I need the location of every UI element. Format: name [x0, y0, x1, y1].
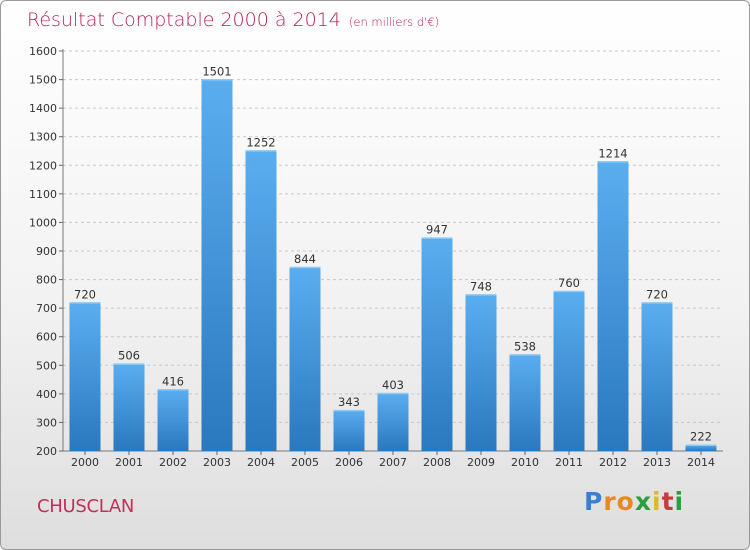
data-label: 1501 [202, 64, 231, 78]
logo-letter: t [661, 487, 675, 516]
proxiti-logo: Proxiti [584, 487, 684, 516]
bar [113, 363, 145, 451]
x-tick-label: 2000 [71, 456, 99, 469]
data-label: 760 [558, 276, 580, 290]
x-tick-label: 2003 [203, 456, 231, 469]
x-tick-label: 2004 [247, 456, 275, 469]
y-tick-label: 200 [36, 445, 57, 458]
bar [157, 389, 189, 451]
x-tick-label: 2010 [511, 456, 539, 469]
data-label: 1252 [246, 135, 275, 149]
x-tick-label: 2005 [291, 456, 319, 469]
bar [421, 237, 453, 451]
logo-letter: P [584, 487, 604, 516]
chart-title-text: Résultat Comptable 2000 à 2014 [27, 9, 341, 31]
y-tick-label: 1500 [29, 74, 57, 87]
y-tick-label: 1000 [29, 216, 57, 229]
data-label: 748 [470, 279, 492, 293]
logo-letter: i [674, 487, 685, 516]
logo-letter: r [603, 487, 617, 516]
x-tick-label: 2013 [643, 456, 671, 469]
bar [289, 267, 321, 451]
data-label: 343 [338, 395, 360, 409]
chart-title: Résultat Comptable 2000 à 2014 (en millie… [27, 9, 439, 31]
x-tick-label: 2009 [467, 456, 495, 469]
data-label: 720 [646, 287, 668, 301]
y-tick-label: 1100 [29, 188, 57, 201]
x-tick-label: 2002 [159, 456, 187, 469]
bar [465, 294, 497, 451]
data-label: 416 [162, 374, 184, 388]
bar [377, 393, 409, 451]
town-name: CHUSCLAN [37, 496, 135, 517]
x-tick-label: 2001 [115, 456, 143, 469]
y-tick-label: 400 [36, 388, 57, 401]
x-tick-label: 2007 [379, 456, 407, 469]
y-tick-label: 800 [36, 274, 57, 287]
y-tick-label: 1400 [29, 102, 57, 115]
y-tick-label: 1600 [29, 45, 57, 58]
bar [245, 150, 277, 451]
y-tick-label: 1300 [29, 131, 57, 144]
bar [553, 291, 585, 451]
logo-letter: i [652, 487, 662, 516]
x-tick-label: 2008 [423, 456, 451, 469]
y-tick-label: 1200 [29, 159, 57, 172]
x-tick-label: 2012 [599, 456, 627, 469]
y-tick-label: 300 [36, 416, 57, 429]
data-label: 538 [514, 339, 536, 353]
data-label: 222 [690, 430, 712, 444]
bar [597, 161, 629, 452]
data-label: 403 [382, 378, 404, 392]
y-tick-label: 500 [36, 359, 57, 372]
data-label: 506 [118, 349, 140, 363]
x-tick-label: 2014 [687, 456, 715, 469]
x-tick-label: 2011 [555, 456, 583, 469]
logo-letter: o [616, 487, 635, 516]
data-label: 1214 [598, 146, 627, 160]
bar [685, 444, 717, 451]
bar [201, 79, 233, 452]
bar [641, 302, 673, 451]
bar [333, 410, 365, 451]
bar [69, 302, 101, 451]
chart-unit: (en milliers d'€) [348, 15, 440, 29]
data-label: 720 [74, 287, 96, 301]
data-label: 947 [426, 223, 448, 237]
y-tick-label: 600 [36, 331, 57, 344]
y-tick-label: 900 [36, 245, 57, 258]
y-tick-label: 700 [36, 302, 57, 315]
x-tick-label: 2006 [335, 456, 363, 469]
data-label: 844 [294, 252, 316, 266]
bar [509, 354, 541, 451]
logo-letter: x [634, 487, 652, 516]
